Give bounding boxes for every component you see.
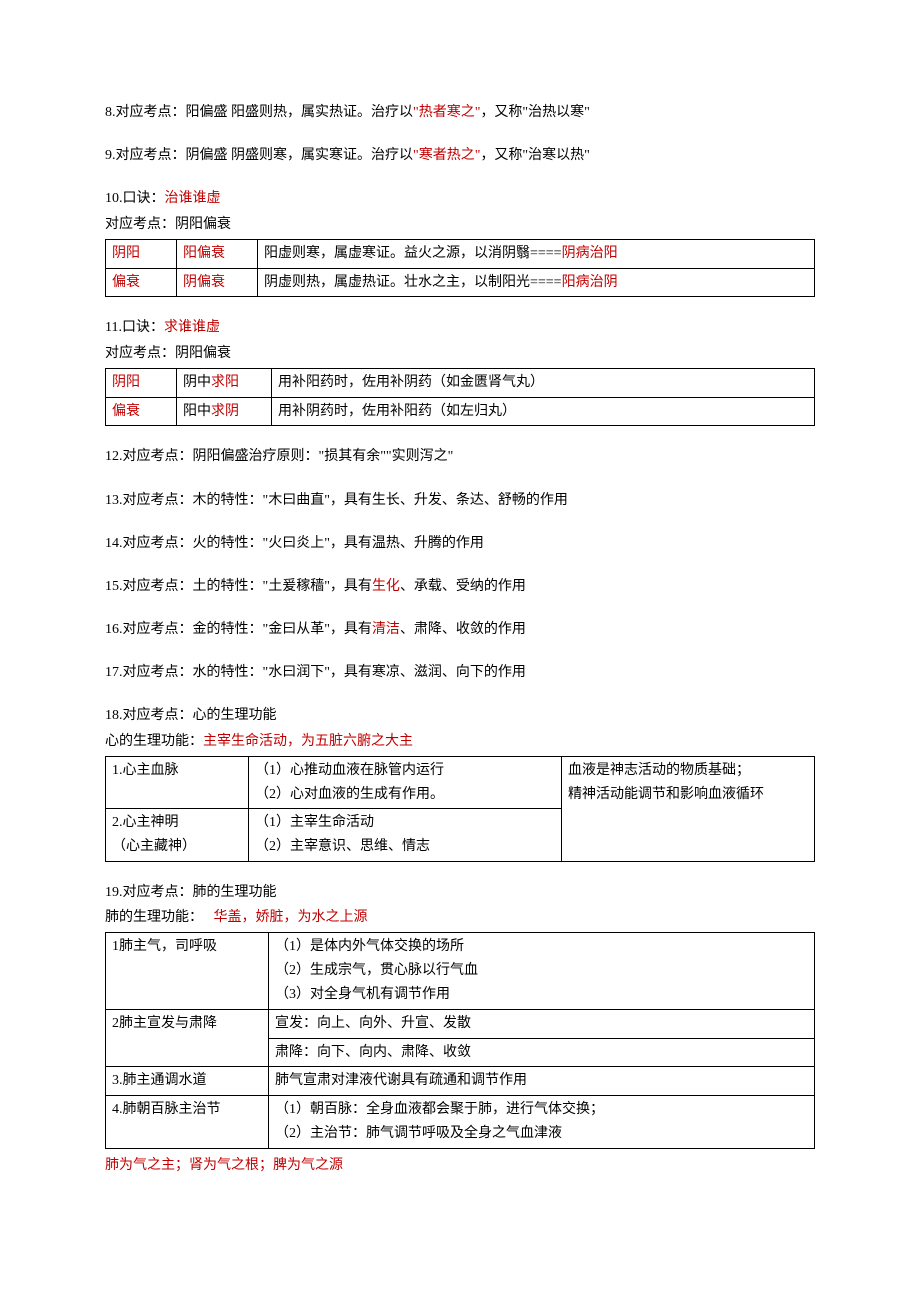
cell: 阴虚则热，属虚热证。壮水之主，以制阳光====阳病治阴	[258, 268, 815, 297]
footer-note: 肺为气之主；肾为气之根；脾为气之源	[105, 1153, 815, 1178]
item-11-line2: 对应考点：阴阳偏衰	[105, 341, 815, 366]
highlight: 求阴	[211, 404, 239, 419]
table-10: 阴阳 阳偏衰 阳虚则寒，属虚寒证。益火之源，以消阴翳====阴病治阳 偏衰 阴偏…	[105, 239, 815, 298]
item-17: 17.对应考点：水的特性："水曰润下"，具有寒凉、滋润、向下的作用	[105, 660, 815, 685]
cell: 2.心主神明 （心主藏神）	[106, 809, 249, 862]
item-12: 12.对应考点：阴阳偏盛治疗原则："损其有余""实则泻之"	[105, 444, 815, 469]
cell: （1）主宰生命活动 （2）主宰意识、思维、情志	[249, 809, 562, 862]
highlight: "寒者热之"	[413, 148, 480, 163]
text: 10.口诀：	[105, 191, 165, 206]
item-15: 15.对应考点：土的特性："土爰稼穑"，具有生化、承载、受纳的作用	[105, 574, 815, 599]
cell: 2肺主宣发与肃降	[106, 1009, 269, 1067]
item-18-line1: 18.对应考点：心的生理功能	[105, 703, 815, 728]
cell: 肺气宣肃对津液代谢具有疏通和调节作用	[269, 1067, 815, 1096]
cell: （1）心推动血液在脉管内运行 （2）心对血液的生成有作用。	[249, 756, 562, 809]
highlight: 阳病治阴	[562, 275, 618, 290]
cell: 血液是神志活动的物质基础； 精神活动能调节和影响血液循环	[562, 756, 815, 861]
text: ，又称"治寒以热"	[480, 148, 589, 163]
cell: 1肺主气，司呼吸	[106, 933, 269, 1009]
cell: 用补阳药时，佐用补阴药（如金匮肾气丸）	[272, 368, 815, 397]
item-10-line1: 10.口诀：治谁谁虚	[105, 186, 815, 211]
highlight: 求阳	[211, 375, 239, 390]
highlight: 生化	[372, 579, 400, 594]
cell: 阴阳	[106, 368, 177, 397]
text: 15.对应考点：土的特性："土爰稼穑"，具有	[105, 579, 372, 594]
cell: 宣发：向上、向外、升宣、发散	[269, 1009, 815, 1038]
cell: 阴阳	[106, 239, 177, 268]
text: 阳虚则寒，属虚寒证。益火之源，以消阴翳====	[264, 246, 562, 261]
cell: （1）朝百脉：全身血液都会聚于肺，进行气体交换； （2）主治节：肺气调节呼吸及全…	[269, 1096, 815, 1149]
text: 8.对应考点：阳偏盛 阳盛则热，属实热证。治疗以	[105, 105, 413, 120]
highlight: 阴病治阳	[562, 246, 618, 261]
highlight: 华盖，娇脏，为水之上源	[214, 910, 368, 925]
item-16: 16.对应考点：金的特性："金曰从革"，具有清洁、肃降、收敛的作用	[105, 617, 815, 642]
item-10-line2: 对应考点：阴阳偏衰	[105, 212, 815, 237]
table-19: 1肺主气，司呼吸 （1）是体内外气体交换的场所 （2）生成宗气，贯心脉以行气血 …	[105, 932, 815, 1148]
cell: 3.肺主通调水道	[106, 1067, 269, 1096]
table-11: 阴阳 阴中求阳 用补阳药时，佐用补阴药（如金匮肾气丸） 偏衰 阳中求阴 用补阴药…	[105, 368, 815, 427]
cell: 偏衰	[106, 397, 177, 426]
cell: 阳中求阴	[177, 397, 272, 426]
cell: 阴中求阳	[177, 368, 272, 397]
item-14: 14.对应考点：火的特性："火曰炎上"，具有温热、升腾的作用	[105, 531, 815, 556]
highlight: 清洁	[372, 622, 400, 637]
text: 9.对应考点：阴偏盛 阴盛则寒，属实寒证。治疗以	[105, 148, 413, 163]
text: 肺的生理功能：	[105, 910, 214, 925]
item-9: 9.对应考点：阴偏盛 阴盛则寒，属实寒证。治疗以"寒者热之"，又称"治寒以热"	[105, 143, 815, 168]
highlight: 求谁谁虚	[164, 320, 220, 335]
text: 阴中	[183, 375, 211, 390]
text: ，又称"治热以寒"	[480, 105, 589, 120]
text: 16.对应考点：金的特性："金曰从革"，具有	[105, 622, 372, 637]
highlight: "热者寒之"	[413, 105, 480, 120]
text: 、承载、受纳的作用	[400, 579, 526, 594]
highlight: 主宰生命活动，为五脏六腑之大主	[203, 734, 413, 749]
cell: 1.心主血脉	[106, 756, 249, 809]
item-19-line2: 肺的生理功能： 华盖，娇脏，为水之上源	[105, 905, 815, 930]
cell: 肃降：向下、向内、肃降、收敛	[269, 1038, 815, 1067]
cell: 偏衰	[106, 268, 177, 297]
cell: 4.肺朝百脉主治节	[106, 1096, 269, 1149]
item-8: 8.对应考点：阳偏盛 阳盛则热，属实热证。治疗以"热者寒之"，又称"治热以寒"	[105, 100, 815, 125]
table-18: 1.心主血脉 （1）心推动血液在脉管内运行 （2）心对血液的生成有作用。 血液是…	[105, 756, 815, 862]
item-19-line1: 19.对应考点：肺的生理功能	[105, 880, 815, 905]
cell: （1）是体内外气体交换的场所 （2）生成宗气，贯心脉以行气血 （3）对全身气机有…	[269, 933, 815, 1009]
cell: 用补阴药时，佐用补阳药（如左归丸）	[272, 397, 815, 426]
item-11-line1: 11.口诀：求谁谁虚	[105, 315, 815, 340]
highlight: 治谁谁虚	[165, 191, 221, 206]
cell: 阳虚则寒，属虚寒证。益火之源，以消阴翳====阴病治阳	[258, 239, 815, 268]
text: 阳中	[183, 404, 211, 419]
text: 、肃降、收敛的作用	[400, 622, 526, 637]
text: 阴虚则热，属虚热证。壮水之主，以制阳光====	[264, 275, 562, 290]
text: 心的生理功能：	[105, 734, 203, 749]
item-18-line2: 心的生理功能：主宰生命活动，为五脏六腑之大主	[105, 729, 815, 754]
cell: 阳偏衰	[177, 239, 258, 268]
cell: 阴偏衰	[177, 268, 258, 297]
item-13: 13.对应考点：木的特性："木曰曲直"，具有生长、升发、条达、舒畅的作用	[105, 488, 815, 513]
text: 11.口诀：	[105, 320, 164, 335]
